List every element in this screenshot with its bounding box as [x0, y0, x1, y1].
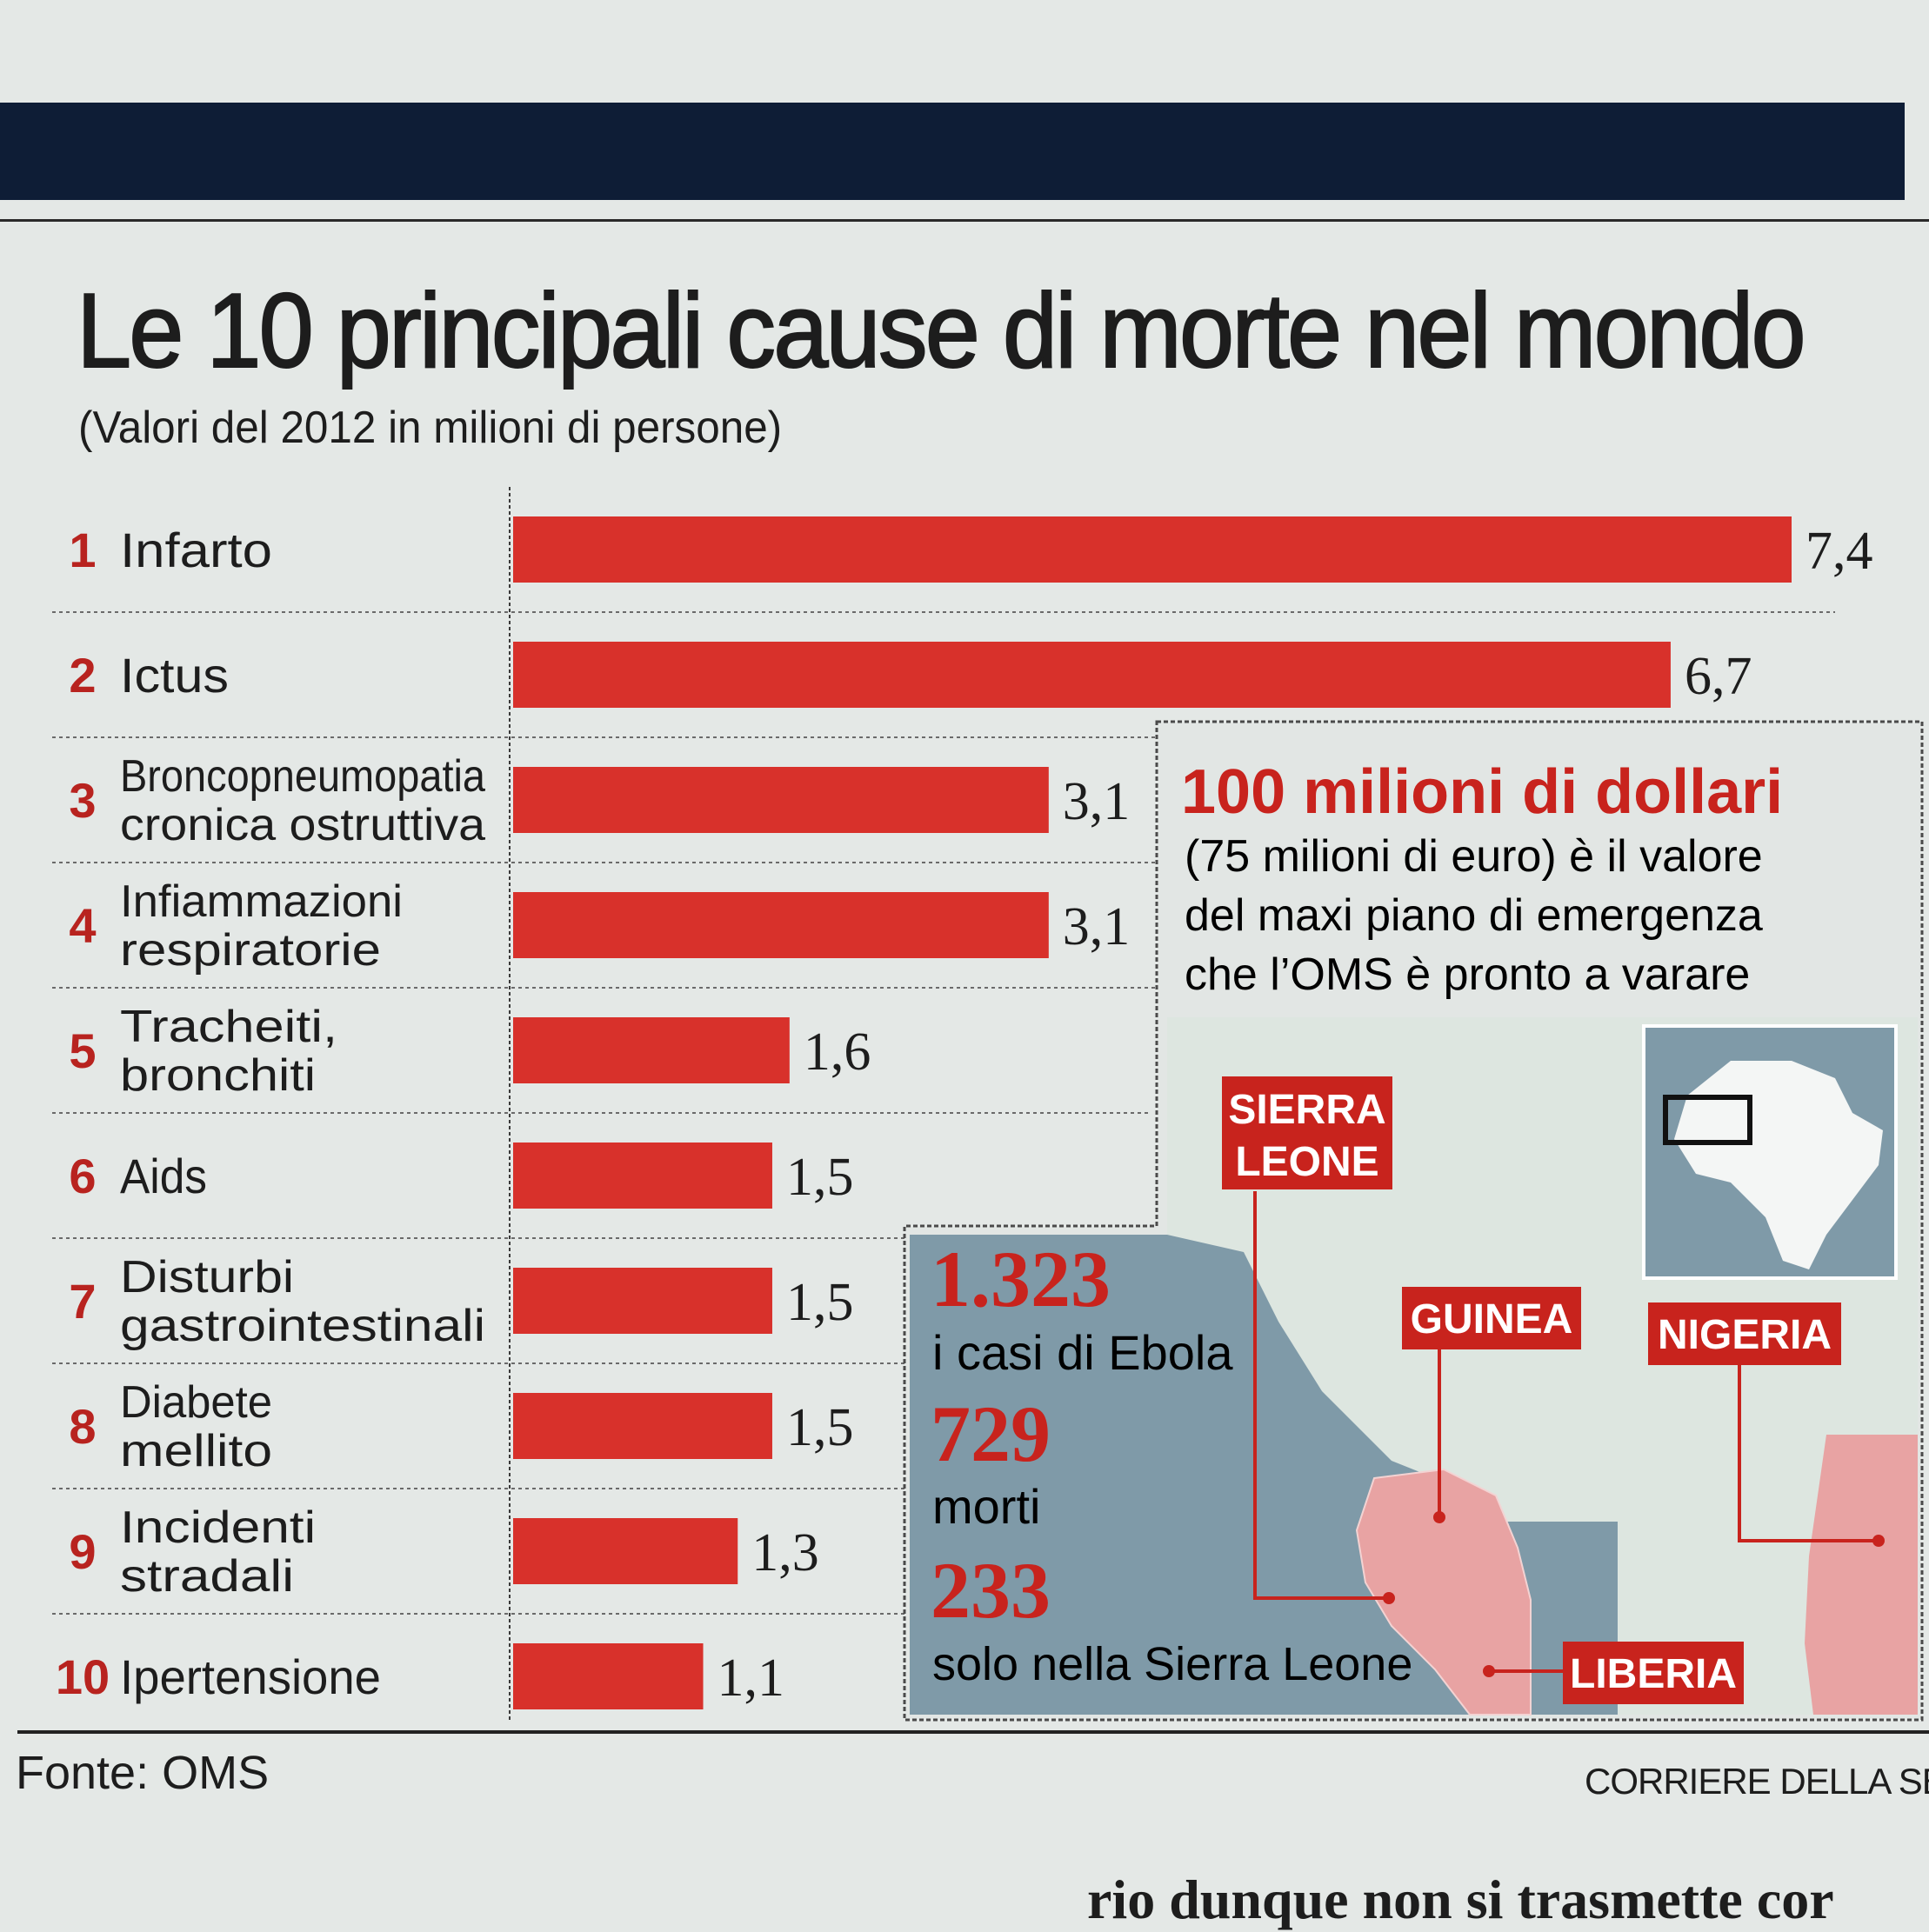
- panel-line-3: che l’OMS è pronto a varare: [1185, 949, 1750, 1000]
- rank-label: 1: [69, 523, 96, 577]
- top-rule: [0, 219, 1929, 222]
- tag-liberia: [1563, 1642, 1744, 1704]
- bar: [513, 1518, 738, 1584]
- rank-label: 9: [69, 1524, 96, 1579]
- value-label: 3,1: [1063, 897, 1131, 956]
- africa-shape: [1674, 1061, 1883, 1269]
- publication-credit: CORRIERE DELLA SERA: [1585, 1761, 1929, 1802]
- category-label: Disturbi: [120, 1252, 294, 1302]
- bottom-rule: [17, 1730, 1929, 1734]
- chart-subtitle: (Valori del 2012 in milioni di persone): [78, 403, 783, 453]
- tag-nigeria-label: NIGERIA: [1658, 1312, 1832, 1358]
- nigeria-dot: [1872, 1535, 1885, 1547]
- category-label: Aids: [120, 1149, 207, 1203]
- bars-layer: 1 Infarto 7,4 2 Ictus 6,7 3 Broncopneumopatiacr…: [52, 487, 1873, 1722]
- category-label: Ipertensione: [120, 1649, 381, 1704]
- category-label: Infiammazioni: [120, 876, 403, 927]
- africa-inset: [1642, 1024, 1898, 1280]
- category-label: Tracheiti,: [120, 1002, 337, 1052]
- panel-line-2: del maxi piano di emergenza: [1185, 890, 1763, 941]
- source-note: Fonte: OMS: [16, 1747, 270, 1799]
- panel-headline: 100 milioni di dollari: [1181, 757, 1783, 827]
- bar: [513, 1393, 772, 1459]
- bar: [513, 516, 1792, 583]
- panel-line-1: (75 milioni di euro) è il valore: [1185, 831, 1763, 882]
- bar: [513, 892, 1049, 958]
- liberia-dot: [1483, 1665, 1495, 1677]
- rank-label: 5: [69, 1023, 96, 1078]
- category-label: stradali: [120, 1551, 294, 1602]
- category-label: Incidenti: [120, 1502, 316, 1553]
- category-label: Ictus: [120, 648, 229, 703]
- tag-guinea-label: GUINEA: [1411, 1296, 1573, 1342]
- rank-label: 6: [69, 1149, 96, 1203]
- value-label: 1,3: [751, 1523, 819, 1582]
- category-label: Diabete: [120, 1377, 272, 1428]
- tag-guinea: [1402, 1287, 1581, 1349]
- nigeria-leader: [1738, 1365, 1879, 1542]
- rank-label: 2: [69, 648, 96, 703]
- stats: 1.323 i casi di Ebola 729 morti 233 solo…: [931, 1235, 1412, 1690]
- bar: [513, 1643, 704, 1709]
- category-label: respiratorie: [120, 925, 381, 976]
- header-band: [0, 103, 1905, 200]
- stat-label-cases: i casi di Ebola: [932, 1325, 1233, 1380]
- bar: [513, 767, 1049, 833]
- category-label: mellito: [120, 1426, 272, 1476]
- bar: [513, 1143, 772, 1209]
- bar: [513, 1268, 772, 1334]
- rank-label: 10: [56, 1649, 110, 1704]
- map-affected-nigeria: [1805, 1435, 1918, 1715]
- stat-label-sierra: solo nella Sierra Leone: [932, 1638, 1412, 1690]
- tag-sierra-leone-line-1: SIERRA: [1228, 1087, 1385, 1133]
- category-label: Broncopneumopatia: [120, 751, 485, 802]
- rank-label: 3: [69, 773, 96, 828]
- value-label: 3,1: [1063, 772, 1131, 831]
- tag-liberia-label: LIBERIA: [1570, 1651, 1737, 1697]
- guinea-dot: [1433, 1511, 1445, 1523]
- ebola-panel: 100 milioni di dollari (75 milioni di eu…: [903, 720, 1924, 1722]
- sierra-leone-dot: [1383, 1592, 1395, 1604]
- country-tags: SIERRA LEONE GUINEA NIGERIA LIBERIA: [1222, 1076, 1885, 1704]
- category-label: Infarto: [120, 523, 272, 577]
- rank-label: 8: [69, 1399, 96, 1454]
- value-label: 1,1: [718, 1649, 785, 1708]
- value-label: 1,5: [786, 1148, 854, 1207]
- bar: [513, 1017, 790, 1083]
- stat-number-sierra: 233: [931, 1546, 1051, 1635]
- map-affected-west: [1355, 1468, 1532, 1715]
- value-label: 1,5: [786, 1273, 854, 1332]
- bar-chart: 1 Infarto 7,4 2 Ictus 6,7 3 Broncopneumopatiacr…: [52, 487, 1924, 1722]
- sierra-leone-leader: [1253, 1191, 1389, 1600]
- value-label: 7,4: [1806, 522, 1873, 581]
- stat-number-deaths: 729: [931, 1389, 1051, 1478]
- tag-sierra-leone-line-2: LEONE: [1235, 1139, 1378, 1185]
- stat-label-deaths: morti: [932, 1479, 1040, 1534]
- article-body-text: rio dunque non si trasmette cor: [1087, 1869, 1834, 1930]
- panel-text-area: [1165, 729, 1919, 1017]
- value-label: 1,5: [786, 1398, 854, 1457]
- bar: [513, 642, 1671, 708]
- stat-number-cases: 1.323: [931, 1235, 1111, 1323]
- value-label: 6,7: [1685, 647, 1752, 706]
- rank-label: 4: [69, 898, 96, 953]
- rank-label: 7: [69, 1274, 96, 1329]
- value-label: 1,6: [804, 1023, 871, 1082]
- chart-title: Le 10 principali cause di morte nel mond…: [76, 270, 1806, 390]
- tag-sierra-leone: [1222, 1076, 1392, 1189]
- category-label: bronchiti: [120, 1050, 316, 1101]
- category-label: cronica ostruttiva: [120, 800, 485, 850]
- category-label: gastrointestinali: [120, 1301, 485, 1351]
- tag-nigeria: [1648, 1302, 1841, 1365]
- inset-locator-box: [1663, 1095, 1752, 1145]
